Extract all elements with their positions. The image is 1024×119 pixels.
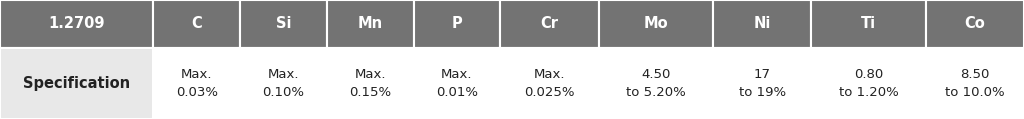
Text: 1.2709: 1.2709 [48,16,104,31]
Text: Max.
0.01%: Max. 0.01% [436,68,478,99]
Text: Cr: Cr [541,16,558,31]
Bar [926,48,1024,119]
Text: P: P [452,16,463,31]
Bar [501,0,599,48]
Text: Ni: Ni [754,16,771,31]
Text: Max.
0.15%: Max. 0.15% [349,68,391,99]
Bar [241,0,327,48]
Bar [599,0,713,48]
Bar [154,0,241,48]
Bar [811,48,926,119]
Bar [241,48,327,119]
Text: Specification: Specification [24,76,130,91]
Bar [926,0,1024,48]
Bar [599,48,713,119]
Text: 0.80
to 1.20%: 0.80 to 1.20% [839,68,898,99]
Text: Max.
0.025%: Max. 0.025% [524,68,574,99]
Bar [501,48,599,119]
Text: 8.50
to 10.0%: 8.50 to 10.0% [945,68,1005,99]
Text: Si: Si [275,16,291,31]
Bar [713,48,811,119]
Text: Max.
0.03%: Max. 0.03% [176,68,218,99]
Bar [414,0,501,48]
Text: 17
to 19%: 17 to 19% [738,68,785,99]
Text: Mn: Mn [357,16,383,31]
Text: Max.
0.10%: Max. 0.10% [262,68,304,99]
Bar [0,0,154,48]
Bar [154,48,241,119]
Text: C: C [191,16,202,31]
Text: Co: Co [965,16,985,31]
Bar [713,0,811,48]
Text: Ti: Ti [861,16,877,31]
Bar [811,0,926,48]
Bar [0,48,154,119]
Bar [327,48,414,119]
Text: Mo: Mo [643,16,669,31]
Bar [414,48,501,119]
Bar [327,0,414,48]
Text: 4.50
to 5.20%: 4.50 to 5.20% [626,68,686,99]
